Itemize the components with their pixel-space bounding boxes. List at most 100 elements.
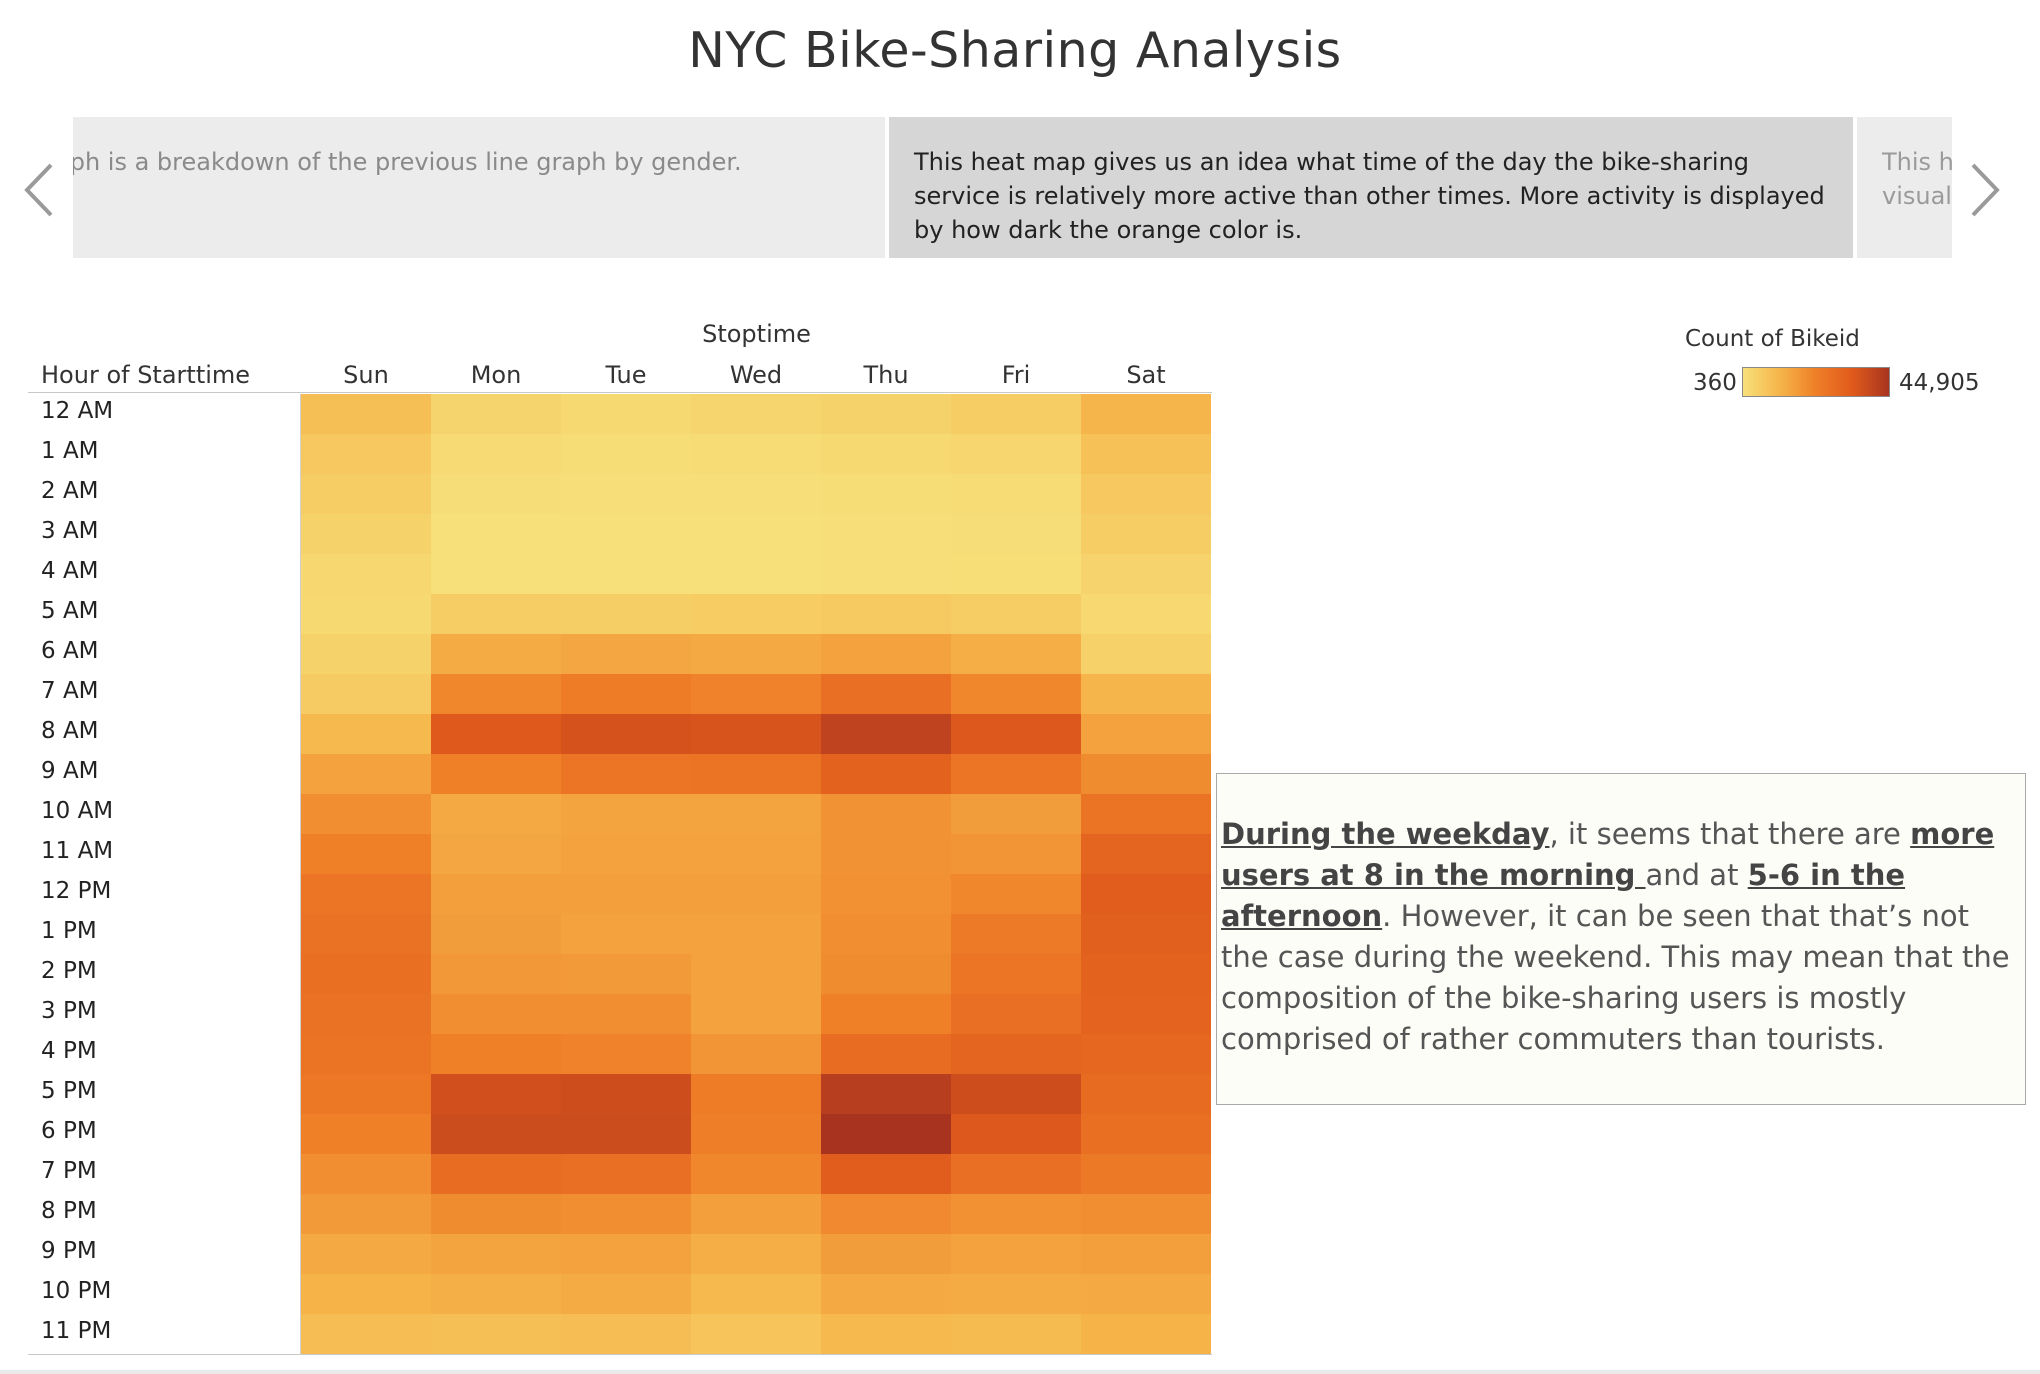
heatmap-cell[interactable]	[1081, 834, 1211, 874]
heatmap-cell[interactable]	[301, 1074, 431, 1114]
heatmap-cell[interactable]	[951, 554, 1081, 594]
heatmap-cell[interactable]	[1081, 434, 1211, 474]
heatmap-cell[interactable]	[951, 594, 1081, 634]
heatmap-cell[interactable]	[301, 794, 431, 834]
heatmap-cell[interactable]	[301, 474, 431, 514]
heatmap-cell[interactable]	[951, 514, 1081, 554]
heatmap-cell[interactable]	[431, 714, 561, 754]
heatmap-cell[interactable]	[821, 914, 951, 954]
heatmap-cell[interactable]	[1081, 514, 1211, 554]
heatmap-cell[interactable]	[431, 1234, 561, 1274]
current-story-caption[interactable]: This heat map gives us an idea what time…	[889, 117, 1853, 258]
heatmap-cell[interactable]	[301, 674, 431, 714]
heatmap-cell[interactable]	[951, 674, 1081, 714]
heatmap-cell[interactable]	[691, 594, 821, 634]
heatmap-cell[interactable]	[1081, 754, 1211, 794]
heatmap-cell[interactable]	[301, 914, 431, 954]
heatmap-cell[interactable]	[1081, 594, 1211, 634]
heatmap-cell[interactable]	[561, 1234, 691, 1274]
heatmap-cell[interactable]	[561, 914, 691, 954]
heatmap-cell[interactable]	[301, 834, 431, 874]
heatmap-cell[interactable]	[301, 1194, 431, 1234]
heatmap-cell[interactable]	[821, 1314, 951, 1354]
heatmap-cell[interactable]	[431, 1074, 561, 1114]
heatmap-cell[interactable]	[431, 634, 561, 674]
heatmap-cell[interactable]	[951, 434, 1081, 474]
heatmap-cell[interactable]	[1081, 954, 1211, 994]
heatmap-cell[interactable]	[1081, 1234, 1211, 1274]
heatmap-cell[interactable]	[691, 714, 821, 754]
heatmap-cell[interactable]	[691, 954, 821, 994]
heatmap-cell[interactable]	[301, 1114, 431, 1154]
heatmap-cell[interactable]	[301, 994, 431, 1034]
heatmap-cell[interactable]	[431, 914, 561, 954]
heatmap-cell[interactable]	[1081, 1034, 1211, 1074]
heatmap-cell[interactable]	[431, 794, 561, 834]
heatmap-cell[interactable]	[951, 1154, 1081, 1194]
heatmap-cell[interactable]	[431, 394, 561, 434]
heatmap-cell[interactable]	[951, 914, 1081, 954]
heatmap-cell[interactable]	[821, 594, 951, 634]
heatmap-cell[interactable]	[431, 834, 561, 874]
heatmap-cell[interactable]	[561, 794, 691, 834]
heatmap-cell[interactable]	[821, 1114, 951, 1154]
heatmap-cell[interactable]	[951, 1034, 1081, 1074]
heatmap-cell[interactable]	[951, 1274, 1081, 1314]
heatmap-cell[interactable]	[691, 474, 821, 514]
next-story-point-button[interactable]	[1960, 155, 2010, 225]
heatmap-cell[interactable]	[301, 1034, 431, 1074]
heatmap-cell[interactable]	[691, 754, 821, 794]
heatmap-cell[interactable]	[561, 1314, 691, 1354]
heatmap-cell[interactable]	[301, 594, 431, 634]
heatmap-cell[interactable]	[301, 394, 431, 434]
heatmap-cell[interactable]	[431, 594, 561, 634]
heatmap-cell[interactable]	[691, 434, 821, 474]
heatmap-cell[interactable]	[431, 1034, 561, 1074]
heatmap-cell[interactable]	[561, 514, 691, 554]
heatmap-cell[interactable]	[821, 674, 951, 714]
heatmap-cell[interactable]	[951, 1194, 1081, 1234]
heatmap-cell[interactable]	[561, 674, 691, 714]
heatmap-cell[interactable]	[821, 1274, 951, 1314]
heatmap-cell[interactable]	[1081, 1114, 1211, 1154]
heatmap-plot[interactable]	[301, 394, 1212, 1354]
heatmap-cell[interactable]	[821, 434, 951, 474]
heatmap-cell[interactable]	[691, 1274, 821, 1314]
heatmap-cell[interactable]	[821, 754, 951, 794]
heatmap-cell[interactable]	[431, 674, 561, 714]
heatmap-cell[interactable]	[821, 1074, 951, 1114]
heatmap-cell[interactable]	[691, 674, 821, 714]
heatmap-cell[interactable]	[561, 714, 691, 754]
heatmap-cell[interactable]	[691, 1114, 821, 1154]
heatmap-cell[interactable]	[301, 1154, 431, 1194]
heatmap-cell[interactable]	[951, 634, 1081, 674]
heatmap-cell[interactable]	[951, 1074, 1081, 1114]
heatmap-cell[interactable]	[821, 794, 951, 834]
heatmap-cell[interactable]	[1081, 394, 1211, 434]
heatmap-cell[interactable]	[951, 754, 1081, 794]
heatmap-cell[interactable]	[301, 434, 431, 474]
heatmap-cell[interactable]	[691, 514, 821, 554]
heatmap-cell[interactable]	[821, 514, 951, 554]
heatmap-cell[interactable]	[1081, 994, 1211, 1034]
heatmap-cell[interactable]	[301, 714, 431, 754]
heatmap-cell[interactable]	[301, 954, 431, 994]
heatmap-cell[interactable]	[431, 514, 561, 554]
heatmap-cell[interactable]	[561, 554, 691, 594]
heatmap-cell[interactable]	[691, 1234, 821, 1274]
heatmap-cell[interactable]	[301, 554, 431, 594]
heatmap-cell[interactable]	[431, 874, 561, 914]
heatmap-cell[interactable]	[1081, 1274, 1211, 1314]
heatmap-cell[interactable]	[561, 634, 691, 674]
heatmap-cell[interactable]	[1081, 714, 1211, 754]
heatmap-cell[interactable]	[691, 394, 821, 434]
heatmap-cell[interactable]	[431, 1194, 561, 1234]
heatmap-cell[interactable]	[1081, 1194, 1211, 1234]
heatmap-cell[interactable]	[951, 834, 1081, 874]
heatmap-cell[interactable]	[431, 554, 561, 594]
previous-story-point-button[interactable]	[14, 155, 64, 225]
heatmap-cell[interactable]	[561, 1034, 691, 1074]
heatmap-cell[interactable]	[951, 994, 1081, 1034]
heatmap-cell[interactable]	[1081, 1314, 1211, 1354]
heatmap-cell[interactable]	[691, 1154, 821, 1194]
